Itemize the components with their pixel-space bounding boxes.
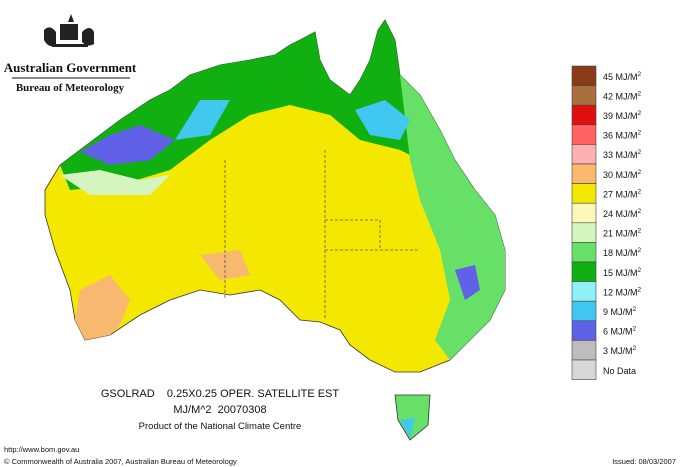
legend-label: 33 MJ/M2: [603, 149, 642, 160]
australia-map: [44, 19, 506, 441]
footer-issued: Issued: 08/03/2007: [612, 457, 676, 466]
footer-url: http://www.bom.gov.au: [4, 445, 79, 454]
legend-label-sup: 2: [638, 208, 642, 215]
legend-swatch: [571, 144, 597, 165]
legend-label-text: 36 MJ/M: [603, 131, 638, 141]
legend-label-text: 21 MJ/M: [603, 229, 638, 239]
legend-label-text: 42 MJ/M: [603, 91, 638, 101]
legend-label-text: 12 MJ/M: [603, 287, 638, 297]
legend-swatch: [571, 85, 597, 106]
legend-label: 18 MJ/M2: [603, 247, 642, 258]
legend-swatch: [571, 359, 597, 380]
caption-line2: MJ/M^2 20070308: [173, 404, 266, 416]
legend-swatch: [571, 65, 597, 86]
legend-label: 9 MJ/M2: [603, 306, 637, 317]
legend-label-sup: 2: [638, 247, 642, 254]
legend-label-text: 15 MJ/M: [603, 268, 638, 278]
legend-label-text: 27 MJ/M: [603, 189, 638, 199]
legend-label-sup: 2: [638, 90, 642, 97]
legend-label: No Data: [603, 366, 636, 376]
legend-label: 6 MJ/M2: [603, 326, 637, 337]
legend-label: 39 MJ/M2: [603, 110, 642, 121]
legend-swatch: [571, 281, 597, 302]
legend-label-sup: 2: [638, 267, 642, 274]
legend-label: 42 MJ/M2: [603, 90, 642, 101]
legend-label-sup: 2: [638, 149, 642, 156]
legend-swatch: [571, 104, 597, 126]
legend-label-text: 39 MJ/M: [603, 111, 638, 121]
legend-label-text: 45 MJ/M: [603, 72, 638, 82]
legend-swatch: [571, 300, 597, 322]
legend-label-sup: 2: [638, 188, 642, 195]
legend-swatch: [571, 222, 597, 243]
legend-label-text: 18 MJ/M: [603, 248, 638, 258]
legend-label-text: 30 MJ/M: [603, 170, 638, 180]
legend-label: 30 MJ/M2: [603, 169, 642, 180]
legend-label: 24 MJ/M2: [603, 208, 642, 219]
legend-label-sup: 2: [633, 306, 637, 313]
legend-label-text: 3 MJ/M: [603, 346, 633, 356]
legend-label-sup: 2: [638, 130, 642, 137]
legend-label-text: 24 MJ/M: [603, 209, 638, 219]
legend-swatch: [571, 242, 597, 263]
legend-label: 36 MJ/M2: [603, 130, 642, 141]
legend-label-sup: 2: [633, 345, 637, 352]
legend-label-sup: 2: [638, 169, 642, 176]
legend-label: 12 MJ/M2: [603, 286, 642, 297]
legend-swatch: [571, 340, 597, 361]
legend-label-text: 33 MJ/M: [603, 150, 638, 160]
legend-label: 3 MJ/M2: [603, 345, 637, 356]
legend-label-sup: 2: [633, 326, 637, 333]
legend-label-sup: 2: [638, 228, 642, 235]
coat-of-arms: [44, 14, 94, 47]
legend-swatch: [571, 261, 597, 282]
caption-line3: Product of the National Climate Centre: [139, 421, 302, 432]
legend-swatch: [571, 124, 597, 145]
legend-swatch: [571, 320, 597, 341]
legend-label: 27 MJ/M2: [603, 188, 642, 199]
legend-label-text: 9 MJ/M: [603, 307, 633, 317]
caption-line1: GSOLRAD 0.25X0.25 OPER. SATELLITE EST: [101, 388, 340, 400]
legend-label: 15 MJ/M2: [603, 267, 642, 278]
legend-label-sup: 2: [638, 71, 642, 78]
legend-label-text: No Data: [603, 366, 636, 376]
footer-copyright: © Commonwealth of Australia 2007, Austra…: [4, 457, 237, 466]
header-subtitle: Bureau of Meteorology: [16, 82, 125, 94]
legend-label: 45 MJ/M2: [603, 71, 642, 82]
legend-swatch: [571, 202, 597, 224]
legend-label-sup: 2: [638, 110, 642, 117]
legend-label-text: 6 MJ/M: [603, 327, 633, 337]
legend-label: 21 MJ/M2: [603, 228, 642, 239]
legend-label-sup: 2: [638, 286, 642, 293]
header-title: Australian Government: [4, 60, 137, 75]
legend-swatch: [571, 163, 597, 184]
legend-swatch: [571, 183, 597, 204]
